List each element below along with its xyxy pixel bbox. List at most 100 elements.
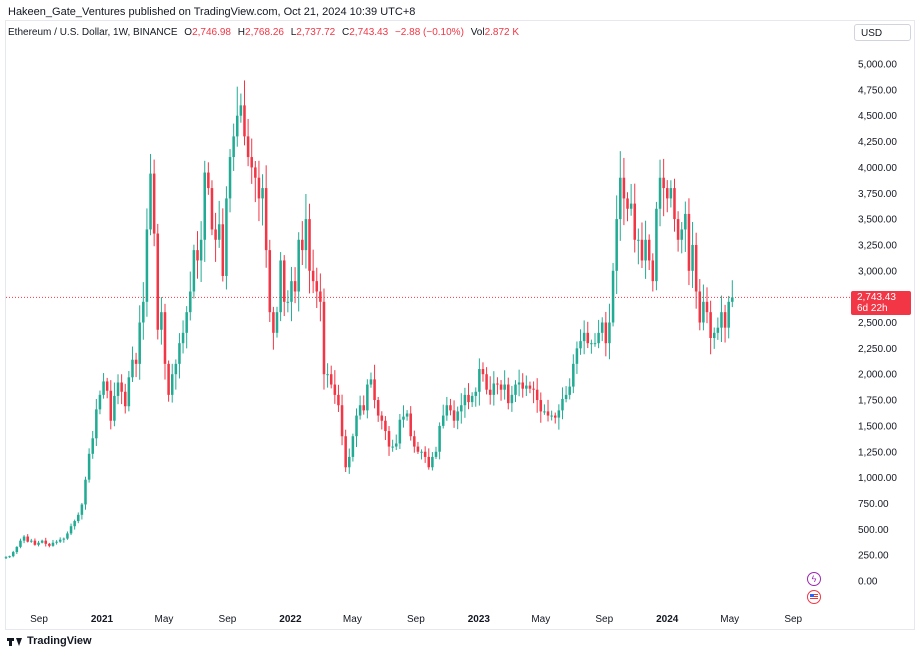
close-label: C	[342, 27, 350, 38]
candle-body	[452, 410, 456, 421]
us-flag-icon[interactable]	[807, 590, 821, 604]
candle-body	[261, 188, 264, 199]
y-tick-label: 4,250.00	[858, 137, 897, 148]
x-tick-label: Sep	[784, 614, 802, 625]
candle-body	[485, 374, 488, 390]
candle-body	[282, 260, 286, 302]
y-tick-label: 3,500.00	[858, 215, 897, 226]
candle-body	[62, 538, 66, 540]
candle-body	[510, 394, 514, 404]
low-label: L	[290, 27, 297, 38]
candle-body	[615, 219, 618, 271]
candle-body	[470, 395, 474, 403]
candle-body	[637, 239, 640, 241]
candle-body	[8, 556, 11, 558]
open-value: 2,746.98	[192, 27, 231, 38]
candle-body	[665, 188, 669, 199]
candle-body	[727, 301, 730, 328]
candle-body	[203, 172, 207, 240]
candle-body	[702, 301, 705, 323]
candle-body	[662, 177, 665, 189]
candle-body	[564, 394, 568, 400]
candle-body	[499, 384, 503, 390]
candle-body	[109, 390, 113, 421]
x-tick-label: 2023	[468, 614, 491, 625]
candle-body	[344, 436, 347, 468]
candle-body	[423, 451, 427, 457]
candle-body	[77, 514, 80, 522]
candle-body	[189, 291, 192, 313]
candle-body	[232, 136, 235, 158]
candle-body	[181, 332, 185, 344]
candle-body	[37, 542, 40, 545]
candle-body	[366, 384, 369, 411]
candle-body	[655, 208, 658, 282]
x-tick-label: Sep	[595, 614, 613, 625]
candle-body	[521, 382, 524, 389]
candle-body	[445, 405, 449, 416]
candle-body	[351, 436, 355, 457]
candle-body	[633, 203, 637, 240]
candle-body	[622, 177, 626, 199]
y-tick-label: 500.00	[858, 525, 889, 536]
candle-body	[272, 312, 275, 333]
symbol-name[interactable]: Ethereum / U.S. Dollar, 1W, BINANCE	[8, 27, 178, 38]
y-tick-label: 750.00	[858, 499, 889, 510]
last-price-tag: 2,743.43 6d 22h	[851, 291, 911, 315]
y-tick-label: 1,500.00	[858, 421, 897, 432]
candle-body	[557, 410, 561, 418]
bar-countdown: 6d 22h	[857, 303, 888, 314]
candle-body	[225, 198, 228, 276]
candle-body	[691, 244, 694, 271]
volume-label: Vol	[470, 27, 485, 38]
currency-button[interactable]: USD	[854, 24, 911, 41]
candle-body	[579, 341, 582, 349]
candle-body	[167, 363, 170, 395]
y-tick-label: 5,000.00	[858, 60, 897, 71]
candle-body	[608, 322, 611, 344]
candle-body	[297, 239, 300, 292]
candle-body	[694, 244, 698, 292]
candle-body	[149, 173, 152, 230]
candle-body	[192, 250, 196, 292]
candle-body	[80, 504, 84, 515]
candle-body	[290, 281, 293, 302]
chart-panel[interactable]	[5, 20, 915, 630]
tradingview-brand[interactable]: TradingView	[7, 635, 92, 647]
candle-body	[676, 219, 680, 240]
candle-body	[322, 301, 326, 375]
candle-body	[207, 172, 210, 189]
candle-body	[319, 291, 322, 302]
candle-body	[575, 348, 579, 364]
tradingview-logo-icon	[7, 637, 23, 646]
candle-body	[333, 384, 337, 395]
candle-body	[416, 446, 420, 452]
candle-body	[44, 540, 48, 544]
candle-body	[243, 105, 246, 137]
candle-body	[525, 385, 528, 389]
candle-body	[174, 363, 178, 375]
candle-body	[15, 546, 19, 553]
publisher-line: Hakeen_Gate_Ventures published on Tradin…	[8, 6, 416, 18]
candle-body	[572, 363, 575, 387]
high-value: 2,768.26	[245, 27, 284, 38]
lightning-icon[interactable]: ϟ	[807, 572, 821, 586]
candle-body	[629, 203, 633, 209]
brand-label: TradingView	[27, 635, 92, 647]
candle-body	[586, 332, 590, 344]
candle-body	[105, 381, 109, 391]
candle-body	[199, 239, 203, 261]
candle-body	[394, 443, 398, 447]
x-tick-label: 2021	[91, 614, 114, 625]
candle-body	[48, 543, 51, 546]
candle-body	[532, 388, 535, 390]
candle-body	[391, 446, 394, 448]
candle-body	[348, 456, 351, 468]
candle-body	[651, 260, 655, 282]
candle-body	[254, 167, 257, 178]
candle-body	[214, 229, 217, 240]
candle-body	[73, 521, 76, 527]
candle-body	[600, 322, 604, 333]
y-tick-label: 4,750.00	[858, 85, 897, 96]
